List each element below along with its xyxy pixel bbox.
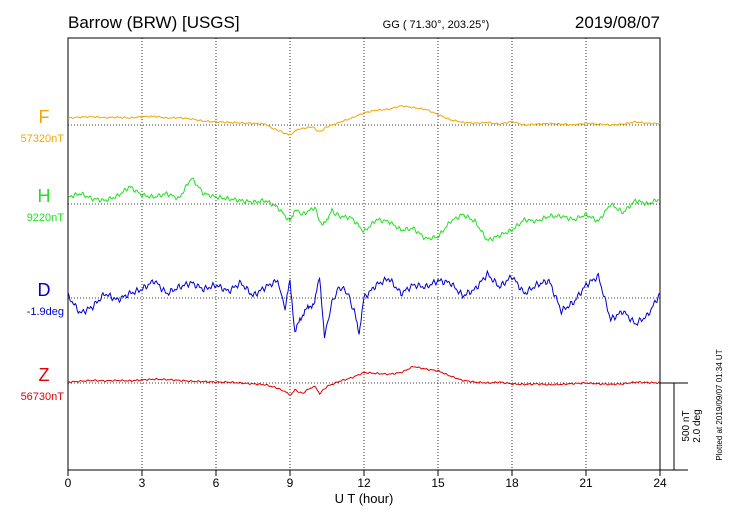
trace-d [67, 269, 660, 339]
grid-lines [141, 38, 587, 470]
coordinates-label: GG ( 71.30°, 203.25°) [383, 19, 490, 31]
scale-bar: 500 nT 2.0 deg [660, 382, 703, 471]
plotted-at-note: Plotted at 2019/09/07 01:34 UT [715, 349, 724, 460]
x-tick-label: 0 [65, 476, 72, 490]
series-name-d: D [38, 280, 51, 300]
x-tick-label: 21 [579, 476, 593, 490]
x-tick-label: 6 [213, 476, 220, 490]
x-tick-label: 15 [431, 476, 445, 490]
trace-f [68, 105, 661, 136]
x-tick-label: 9 [287, 476, 294, 490]
series-base-h: 9220nT [27, 212, 65, 224]
series-base-f: 57320nT [21, 133, 65, 145]
scale-label-nt: 500 nT [681, 410, 692, 441]
x-axis-label: U T (hour) [335, 491, 394, 506]
x-axis-ticks: 0 3 6 9 12 15 18 21 24 [65, 470, 667, 490]
date-label: 2019/08/07 [575, 13, 660, 32]
scale-label-deg: 2.0 deg [692, 409, 703, 442]
traces [67, 105, 661, 396]
series-name-h: H [38, 186, 51, 206]
series-name-z: Z [39, 365, 50, 385]
x-tick-label: 12 [357, 476, 371, 490]
trace-z [67, 365, 661, 396]
x-tick-label: 3 [139, 476, 146, 490]
station-title: Barrow (BRW) [USGS] [68, 13, 240, 32]
series-labels: F 57320nT H 9220nT D -1.9deg Z 56730nT [21, 107, 65, 403]
series-name-f: F [39, 107, 50, 127]
x-tick-label: 18 [505, 476, 519, 490]
series-base-z: 56730nT [21, 391, 65, 403]
trace-h [67, 177, 661, 242]
x-tick-label: 24 [653, 476, 667, 490]
series-base-d: -1.9deg [27, 306, 64, 318]
